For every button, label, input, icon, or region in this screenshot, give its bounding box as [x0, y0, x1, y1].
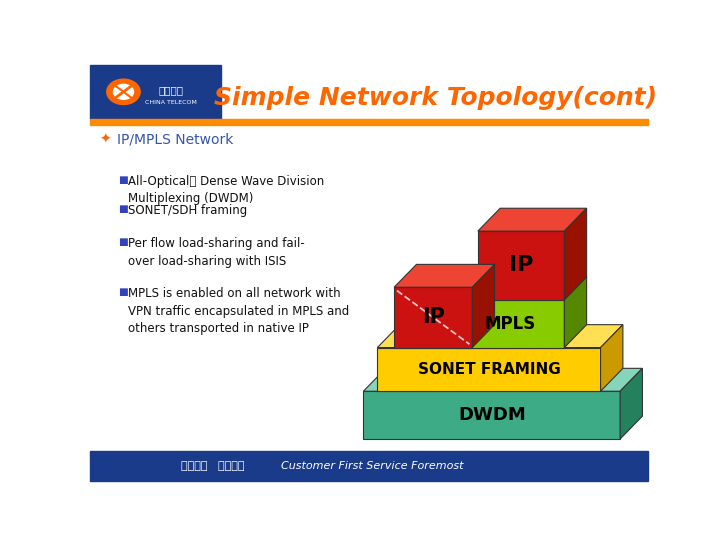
Bar: [90, 451, 648, 481]
Text: ■: ■: [118, 204, 127, 214]
Text: ■: ■: [118, 175, 127, 185]
Polygon shape: [364, 368, 642, 391]
Polygon shape: [478, 208, 587, 231]
Text: ✦: ✦: [100, 133, 112, 147]
Bar: [90, 119, 648, 125]
Polygon shape: [364, 391, 620, 439]
Text: 中国电信: 中国电信: [158, 85, 184, 94]
Polygon shape: [564, 208, 587, 300]
Text: Per flow load-sharing and fail-
over load-sharing with ISIS: Per flow load-sharing and fail- over loa…: [128, 238, 305, 268]
Polygon shape: [620, 368, 642, 439]
Text: MPLS: MPLS: [485, 315, 536, 333]
Text: ■: ■: [118, 238, 127, 247]
Bar: [90, 65, 221, 119]
Text: IP: IP: [509, 255, 534, 275]
Circle shape: [108, 80, 139, 104]
Text: SONET FRAMING: SONET FRAMING: [418, 362, 560, 377]
Polygon shape: [456, 277, 587, 300]
Polygon shape: [377, 325, 623, 348]
Text: All-Optical， Dense Wave Division
Multiplexing (DWDM): All-Optical， Dense Wave Division Multipl…: [128, 175, 324, 206]
Text: ■: ■: [118, 287, 127, 297]
Polygon shape: [394, 265, 495, 287]
Text: IP/MPLS Network: IP/MPLS Network: [117, 133, 233, 147]
Polygon shape: [472, 265, 495, 348]
Text: SONET/SDH framing: SONET/SDH framing: [128, 204, 247, 217]
Text: Customer First Service Foremost: Customer First Service Foremost: [274, 461, 464, 471]
Polygon shape: [394, 287, 472, 348]
Polygon shape: [478, 231, 564, 300]
Text: Simple Network Topology(cont): Simple Network Topology(cont): [215, 86, 657, 110]
Text: MPLS is enabled on all network with
VPN traffic encapsulated in MPLS and
others : MPLS is enabled on all network with VPN …: [128, 287, 349, 335]
Text: DWDM: DWDM: [458, 406, 526, 424]
Polygon shape: [377, 348, 600, 391]
Polygon shape: [456, 300, 564, 348]
Polygon shape: [600, 325, 623, 391]
Text: IP: IP: [422, 307, 445, 327]
Text: 用户至上   用心服务: 用户至上 用心服务: [181, 461, 245, 471]
Circle shape: [114, 84, 133, 99]
Text: CHINA TELECOM: CHINA TELECOM: [145, 100, 197, 105]
Polygon shape: [564, 277, 587, 348]
